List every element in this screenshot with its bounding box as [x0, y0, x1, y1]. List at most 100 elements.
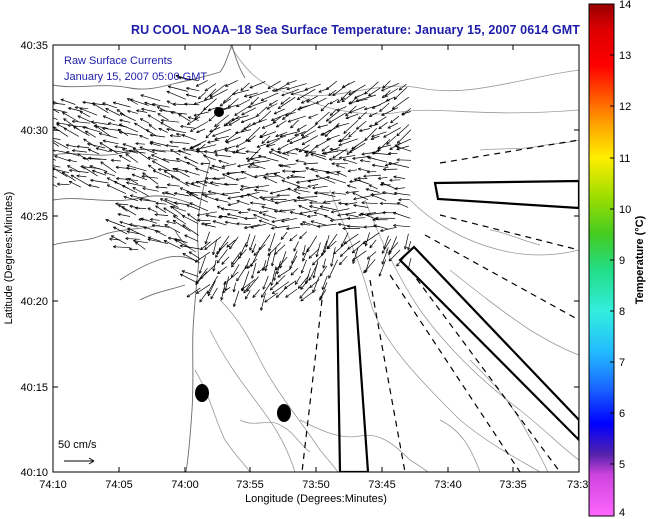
current-vector-head: [331, 263, 334, 267]
current-vector-head: [260, 307, 262, 311]
current-vector: [299, 231, 308, 240]
current-vector-head: [276, 193, 280, 196]
current-vector-head: [67, 124, 71, 128]
current-vector: [218, 235, 230, 251]
current-vector: [56, 123, 66, 129]
current-vector-head: [220, 208, 224, 211]
current-vector-head: [261, 206, 265, 209]
current-vector-head: [310, 168, 314, 171]
current-vector-head: [290, 126, 294, 129]
current-vector: [298, 205, 311, 211]
current-vector-head: [152, 102, 156, 105]
current-vector-head: [147, 238, 151, 240]
current-vector-head: [323, 200, 326, 203]
current-vector-head: [262, 213, 266, 217]
current-vector: [229, 236, 239, 250]
current-vector: [236, 99, 251, 107]
current-vector-head: [379, 203, 383, 206]
current-vector-head: [226, 244, 229, 248]
current-vector-head: [141, 175, 145, 179]
current-vector-head: [53, 102, 55, 105]
current-vector-head: [287, 138, 290, 142]
current-vector-head: [368, 124, 372, 127]
current-vector-head: [364, 107, 367, 110]
current-vector-head: [271, 283, 274, 286]
current-vector-head: [116, 109, 119, 113]
current-vector-head: [235, 132, 239, 135]
current-vector-head: [210, 182, 213, 185]
current-vector: [56, 122, 68, 125]
current-vector: [355, 94, 377, 102]
current-vector-head: [258, 212, 262, 214]
current-vector: [196, 144, 217, 150]
current-vector: [269, 188, 290, 194]
current-vector: [302, 244, 306, 256]
current-vector-head: [271, 117, 274, 121]
current-vector-head: [118, 204, 122, 206]
current-vector-head: [190, 146, 193, 150]
current-vector: [268, 151, 289, 160]
current-vector-head: [197, 96, 200, 100]
current-vector-head: [250, 225, 254, 228]
current-vector-head: [184, 156, 187, 160]
current-vector: [307, 176, 328, 182]
current-vector-head: [326, 120, 330, 122]
current-vector-head: [287, 119, 291, 123]
current-vector-head: [245, 138, 248, 142]
current-vector: [348, 130, 357, 138]
current-vector-head: [290, 174, 294, 177]
current-vector: [322, 150, 339, 154]
current-vector-head: [204, 98, 208, 101]
current-vector-head: [136, 110, 140, 113]
current-vector: [204, 236, 222, 250]
current-vector: [282, 148, 297, 155]
current-vector: [380, 203, 399, 205]
current-vector: [147, 207, 158, 213]
current-vector: [271, 247, 277, 267]
current-vector-head: [155, 202, 159, 205]
current-vector-head: [289, 210, 293, 213]
current-vector-head: [274, 209, 278, 212]
current-vector: [293, 199, 307, 202]
current-vector-head: [187, 121, 190, 125]
current-vector-head: [246, 265, 249, 269]
current-vector-head: [68, 181, 72, 184]
current-vector-head: [379, 110, 383, 112]
current-vector: [309, 279, 320, 288]
current-vector-head: [280, 165, 284, 168]
current-vector: [116, 109, 126, 116]
current-vector-head: [348, 134, 351, 138]
current-vector-head: [270, 198, 274, 202]
current-vector: [345, 213, 359, 218]
current-vector: [122, 185, 138, 194]
current-vector-head: [258, 155, 261, 158]
current-vector: [186, 287, 201, 298]
current-vector: [315, 97, 327, 104]
current-vector: [224, 221, 238, 225]
current-vector-head: [205, 136, 209, 139]
current-vector-head: [231, 265, 235, 268]
current-vector-head: [95, 125, 99, 127]
current-vector: [331, 208, 350, 213]
current-vector: [324, 215, 336, 221]
current-vector: [208, 113, 217, 122]
current-vector-head: [180, 124, 184, 127]
current-vector-head: [282, 118, 286, 120]
current-vector-head: [328, 276, 332, 279]
current-vector-head: [207, 108, 211, 111]
current-vector-head: [205, 241, 208, 245]
current-vector: [290, 267, 299, 276]
current-vector-head: [82, 156, 86, 159]
current-vector-head: [302, 252, 304, 256]
current-vector: [361, 151, 379, 155]
current-vector-head: [286, 81, 289, 85]
current-vector-head: [82, 101, 86, 104]
current-vector-head: [154, 213, 158, 215]
current-vector: [297, 197, 318, 203]
current-vector-head: [379, 273, 382, 277]
radar-coverage-polygons: [335, 179, 579, 472]
current-vector-head: [186, 204, 190, 208]
current-vector-head: [345, 114, 349, 117]
current-vector: [290, 89, 309, 95]
current-vector: [266, 135, 286, 143]
